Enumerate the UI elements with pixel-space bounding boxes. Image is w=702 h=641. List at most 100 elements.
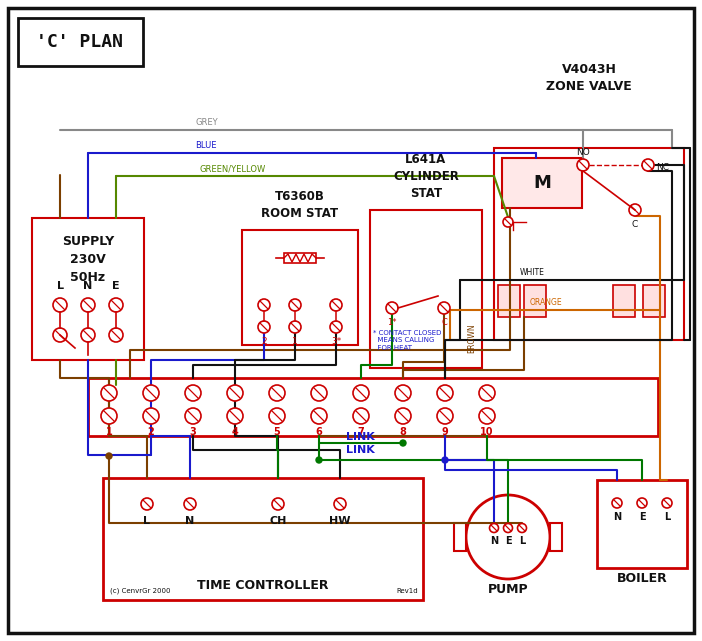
Circle shape	[184, 498, 196, 510]
FancyBboxPatch shape	[498, 285, 520, 317]
Text: 6: 6	[316, 427, 322, 437]
Circle shape	[289, 321, 301, 333]
Circle shape	[272, 498, 284, 510]
Text: NC: NC	[656, 163, 669, 172]
Circle shape	[479, 408, 495, 424]
Text: M: M	[533, 174, 551, 192]
FancyBboxPatch shape	[524, 285, 546, 317]
FancyBboxPatch shape	[284, 253, 316, 263]
Circle shape	[437, 408, 453, 424]
Text: LINK: LINK	[345, 445, 374, 455]
Circle shape	[258, 321, 270, 333]
Text: TIME CONTROLLER: TIME CONTROLLER	[197, 579, 329, 592]
Text: PUMP: PUMP	[488, 583, 529, 596]
FancyBboxPatch shape	[597, 480, 687, 568]
FancyBboxPatch shape	[502, 158, 582, 208]
Text: BOILER: BOILER	[616, 572, 668, 585]
Circle shape	[53, 298, 67, 312]
Circle shape	[442, 457, 448, 463]
Text: E: E	[639, 512, 645, 522]
Circle shape	[106, 453, 112, 459]
Text: E: E	[505, 536, 511, 546]
Circle shape	[503, 524, 512, 533]
Circle shape	[395, 385, 411, 401]
Text: LINK: LINK	[345, 432, 374, 442]
Circle shape	[258, 299, 270, 311]
Circle shape	[466, 495, 550, 579]
Circle shape	[395, 408, 411, 424]
Circle shape	[269, 385, 285, 401]
Circle shape	[438, 302, 450, 314]
Circle shape	[185, 408, 201, 424]
FancyBboxPatch shape	[32, 218, 144, 360]
Text: V4043H
ZONE VALVE: V4043H ZONE VALVE	[546, 63, 632, 93]
Text: N: N	[613, 512, 621, 522]
FancyBboxPatch shape	[454, 523, 466, 551]
Circle shape	[334, 498, 346, 510]
Text: HW: HW	[329, 516, 351, 526]
Circle shape	[101, 385, 117, 401]
Circle shape	[227, 408, 243, 424]
Text: NO: NO	[576, 148, 590, 157]
Circle shape	[289, 299, 301, 311]
FancyBboxPatch shape	[613, 285, 635, 317]
FancyBboxPatch shape	[550, 523, 562, 551]
Circle shape	[400, 440, 406, 446]
Circle shape	[629, 204, 641, 216]
Text: BLUE: BLUE	[195, 141, 216, 150]
Circle shape	[141, 498, 153, 510]
Circle shape	[81, 328, 95, 342]
Circle shape	[353, 385, 369, 401]
Circle shape	[637, 498, 647, 508]
Circle shape	[662, 498, 672, 508]
FancyBboxPatch shape	[88, 378, 658, 436]
Text: 8: 8	[399, 427, 406, 437]
Text: 9: 9	[442, 427, 449, 437]
Circle shape	[437, 385, 453, 401]
Circle shape	[316, 457, 322, 463]
Text: CH: CH	[270, 516, 286, 526]
FancyBboxPatch shape	[8, 8, 694, 633]
Text: N: N	[185, 516, 194, 526]
Circle shape	[642, 159, 654, 171]
Circle shape	[143, 385, 159, 401]
Circle shape	[53, 328, 67, 342]
Text: C: C	[441, 318, 447, 327]
Text: 1: 1	[292, 337, 298, 346]
Circle shape	[577, 159, 589, 171]
Text: 3: 3	[190, 427, 197, 437]
Text: 'C' PLAN: 'C' PLAN	[37, 33, 124, 51]
Circle shape	[227, 385, 243, 401]
Circle shape	[330, 321, 342, 333]
FancyBboxPatch shape	[103, 478, 423, 600]
Text: GREY: GREY	[195, 118, 218, 127]
FancyBboxPatch shape	[242, 230, 358, 345]
Circle shape	[479, 385, 495, 401]
Circle shape	[81, 298, 95, 312]
Text: L: L	[143, 516, 150, 526]
Text: 2: 2	[147, 427, 154, 437]
Text: L: L	[664, 512, 670, 522]
Text: 10: 10	[480, 427, 494, 437]
Circle shape	[353, 408, 369, 424]
Text: 4: 4	[232, 427, 239, 437]
Text: L: L	[519, 536, 525, 546]
Circle shape	[503, 217, 513, 227]
Circle shape	[109, 328, 123, 342]
Circle shape	[101, 408, 117, 424]
Circle shape	[269, 408, 285, 424]
Text: C: C	[632, 220, 638, 229]
Text: 1*: 1*	[388, 318, 397, 327]
Circle shape	[330, 299, 342, 311]
Text: T6360B
ROOM STAT: T6360B ROOM STAT	[261, 190, 338, 220]
Text: E: E	[112, 281, 120, 291]
Text: 3*: 3*	[331, 337, 341, 346]
Circle shape	[109, 298, 123, 312]
Circle shape	[386, 302, 398, 314]
Text: Rev1d: Rev1d	[397, 588, 418, 594]
FancyBboxPatch shape	[643, 285, 665, 317]
FancyBboxPatch shape	[18, 18, 143, 66]
Text: 1: 1	[105, 427, 112, 437]
Text: N: N	[84, 281, 93, 291]
Text: 2: 2	[261, 337, 267, 346]
